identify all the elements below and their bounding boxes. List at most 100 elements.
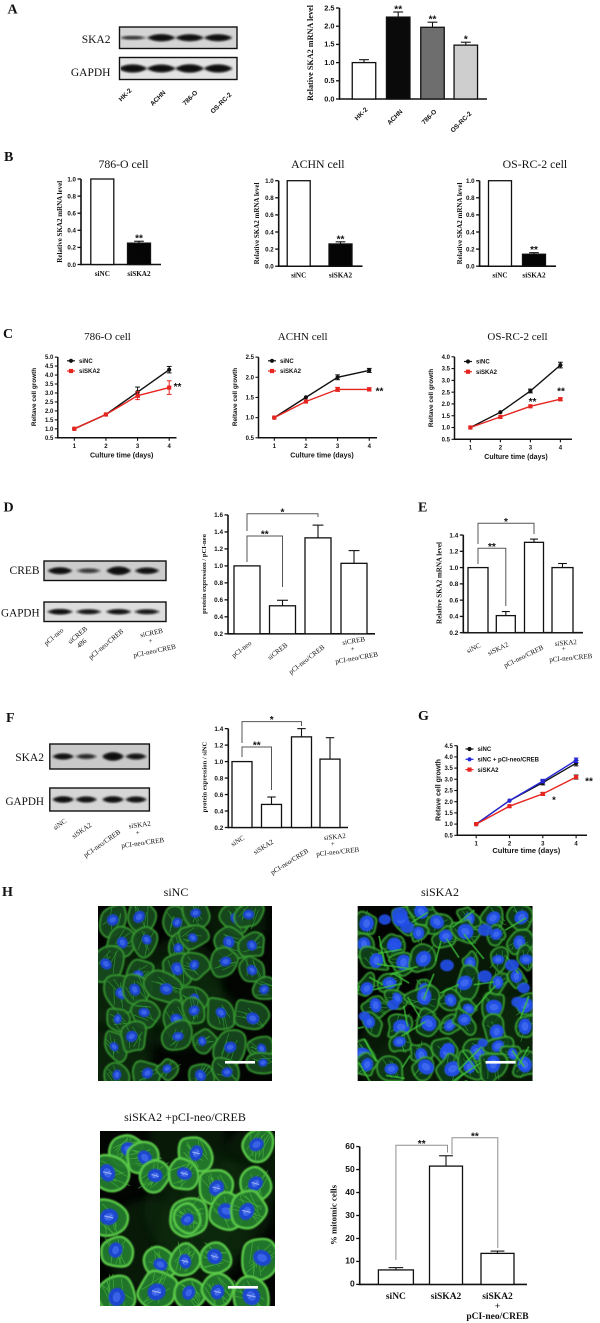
svg-text:pCI-neo/CREB: pCI-neo/CREB [82, 828, 122, 860]
svg-text:1.2: 1.2 [214, 546, 223, 553]
svg-text:Relative SKA2 mRNA level: Relative SKA2 mRNA level [456, 182, 464, 264]
svg-text:0.0: 0.0 [466, 264, 475, 271]
svg-text:1.4: 1.4 [214, 726, 223, 733]
svg-text:0.2: 0.2 [214, 631, 223, 638]
svg-text:siNC + pCI-neo/CREB: siNC + pCI-neo/CREB [478, 758, 540, 764]
svg-text:siSKA2: siSKA2 [431, 1292, 462, 1302]
svg-text:1.0: 1.0 [45, 427, 54, 433]
svg-text:0.8: 0.8 [449, 581, 458, 588]
svg-text:siSKA2: siSKA2 [252, 838, 275, 857]
svg-text:siNC: siNC [291, 272, 306, 280]
svg-text:siCREB: siCREB [342, 635, 366, 647]
svg-text:+: + [350, 645, 355, 654]
svg-text:0.5: 0.5 [324, 76, 334, 85]
svg-text:0.6: 0.6 [67, 211, 76, 218]
svg-text:20: 20 [345, 1233, 355, 1243]
svg-text:2.0: 2.0 [246, 375, 255, 381]
svg-text:Culture time (days): Culture time (days) [90, 453, 153, 460]
svg-text:3: 3 [136, 444, 140, 450]
svg-text:2: 2 [304, 444, 308, 450]
svg-text:*: * [552, 795, 556, 806]
svg-text:Relative SKA2 mRNA level: Relative SKA2 mRNA level [306, 4, 315, 100]
svg-text:**: ** [337, 234, 345, 245]
svg-text:Culture time (days): Culture time (days) [290, 453, 353, 460]
svg-text:2: 2 [499, 445, 503, 451]
svg-text:ACHN cell: ACHN cell [278, 331, 328, 343]
svg-text:3: 3 [336, 444, 340, 450]
svg-text:786-O: 786-O [182, 89, 200, 107]
svg-text:2.0: 2.0 [45, 409, 54, 415]
svg-text:1.0: 1.0 [442, 426, 451, 432]
svg-text:**: ** [376, 387, 384, 398]
svg-text:**: ** [488, 542, 496, 553]
svg-text:3: 3 [529, 445, 533, 451]
svg-text:1.0: 1.0 [214, 563, 223, 570]
svg-text:ACHN cell: ACHN cell [291, 157, 345, 171]
svg-text:Reltave cell growth: Reltave cell growth [232, 368, 239, 426]
svg-text:**: ** [174, 382, 182, 393]
svg-text:1.0: 1.0 [444, 822, 453, 828]
svg-text:30: 30 [345, 1210, 355, 1220]
svg-text:siNC: siNC [280, 359, 294, 365]
svg-text:1.2: 1.2 [449, 549, 458, 556]
svg-text:*: * [504, 517, 508, 528]
svg-text:0.4: 0.4 [67, 228, 76, 235]
svg-text:siSKA2: siSKA2 [128, 819, 152, 830]
svg-text:siNC: siNC [465, 641, 482, 655]
svg-text:1.5: 1.5 [45, 418, 54, 424]
svg-text:siNC: siNC [386, 1292, 406, 1302]
svg-text:4: 4 [368, 444, 372, 450]
svg-text:siNC: siNC [164, 885, 189, 899]
svg-text:0.4: 0.4 [449, 614, 458, 621]
svg-text:Reltave cell growth: Reltave cell growth [428, 369, 435, 427]
svg-text:siNC: siNC [492, 272, 507, 280]
svg-text:0.8: 0.8 [466, 195, 475, 202]
svg-text:siSKA2: siSKA2 [70, 821, 93, 841]
svg-text:1.0: 1.0 [466, 178, 475, 185]
svg-text:0.5: 0.5 [444, 833, 453, 839]
svg-text:0.4: 0.4 [214, 808, 223, 815]
svg-text:2: 2 [508, 841, 512, 847]
svg-text:786-O: 786-O [421, 108, 439, 126]
svg-text:40: 40 [345, 1187, 355, 1197]
svg-text:Culture time (days): Culture time (days) [484, 454, 547, 461]
svg-text:2.0: 2.0 [442, 402, 451, 408]
svg-text:protein expression / siNC: protein expression / siNC [202, 741, 209, 812]
svg-text:*: * [270, 715, 274, 726]
svg-text:0.0: 0.0 [324, 94, 334, 103]
svg-text:+: + [495, 1302, 500, 1312]
svg-text:786-O cell: 786-O cell [84, 331, 131, 343]
svg-text:siSKA2: siSKA2 [329, 272, 353, 280]
svg-text:+: + [135, 829, 140, 837]
svg-text:pCI-neo/CREB: pCI-neo/CREB [121, 836, 165, 850]
svg-text:SKA2: SKA2 [15, 752, 44, 764]
svg-text:0.6: 0.6 [449, 597, 458, 604]
svg-text:0.2: 0.2 [214, 825, 223, 832]
svg-text:1.4: 1.4 [214, 529, 223, 536]
svg-text:protein expression / pCI-neo: protein expression / pCI-neo [201, 533, 208, 614]
svg-text:pCI-neo/CREB: pCI-neo/CREB [269, 847, 310, 877]
svg-text:1.2: 1.2 [214, 742, 223, 749]
svg-text:0.6: 0.6 [466, 212, 475, 219]
svg-text:3.5: 3.5 [444, 766, 453, 772]
svg-text:SKA2: SKA2 [82, 34, 111, 46]
svg-text:F: F [6, 711, 15, 726]
svg-text:siSKA2: siSKA2 [127, 270, 151, 278]
svg-text:0.4: 0.4 [214, 614, 223, 621]
svg-text:4: 4 [168, 444, 172, 450]
svg-text:3.0: 3.0 [444, 777, 453, 783]
svg-text:Retave cell growth: Retave cell growth [436, 759, 443, 821]
svg-text:1: 1 [273, 444, 277, 450]
svg-text:OS-RC-2: OS-RC-2 [210, 91, 234, 115]
svg-text:A: A [8, 3, 19, 18]
svg-text:**: ** [261, 530, 269, 541]
svg-text:+: + [562, 645, 567, 653]
svg-text:siSKA2: siSKA2 [476, 370, 498, 376]
svg-text:**: ** [471, 1131, 479, 1142]
svg-text:**: ** [418, 1139, 426, 1150]
svg-text:0.5: 0.5 [246, 436, 255, 442]
svg-text:siNC: siNC [79, 359, 93, 365]
svg-text:% mitomic cells: % mitomic cells [329, 1184, 339, 1245]
svg-text:2.5: 2.5 [444, 789, 453, 795]
svg-text:2.5: 2.5 [246, 355, 255, 361]
